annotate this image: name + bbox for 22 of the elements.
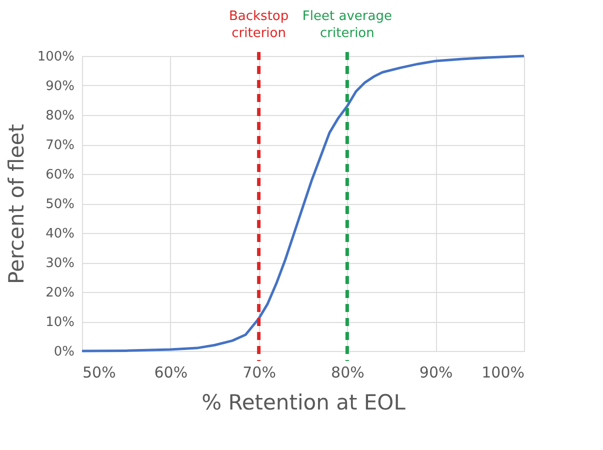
ref-line-label: Backstop criterion [228, 9, 289, 41]
x-tick-label: 60% [154, 364, 188, 382]
y-tick-label: 100% [37, 50, 74, 64]
y-tick-label: 10% [46, 315, 74, 330]
y-tick-label: 70% [46, 138, 74, 153]
y-axis-title: Percent of fleet [4, 124, 28, 284]
x-tick-label: 50% [82, 364, 116, 382]
y-tick-label: 40% [46, 226, 74, 242]
x-tick-label: 100% [482, 364, 524, 382]
y-tick-label: 30% [46, 256, 74, 271]
y-tick-label: 60% [46, 168, 74, 182]
y-tick-label: 20% [46, 286, 74, 300]
x-tick-label: 70% [242, 364, 276, 382]
x-tick-label: 90% [419, 364, 453, 382]
x-axis-title: % Retention at EOL [202, 390, 406, 414]
y-tick-label: 50% [46, 197, 74, 212]
y-tick-label: 90% [46, 79, 74, 94]
line-series [80, 54, 526, 352]
y-tick-label: 0% [54, 344, 74, 360]
x-tick-label: 80% [331, 364, 364, 382]
ref-line-label: Fleet average criterion [302, 9, 392, 41]
y-tick-label: 80% [46, 108, 74, 124]
